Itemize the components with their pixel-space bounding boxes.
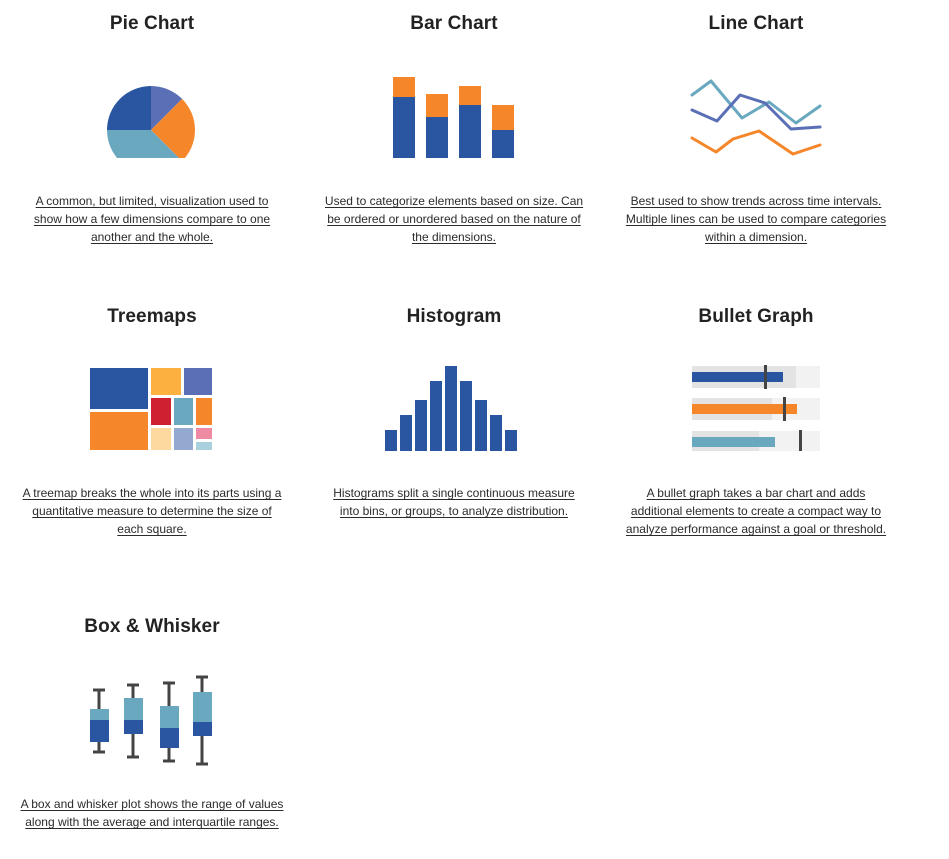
bar-chart-icon [393,77,514,158]
card-title: Box & Whisker [84,616,220,637]
histogram-icon [385,366,517,451]
card-description-link[interactable]: A bullet graph takes a bar chart and add… [625,486,887,536]
card-title: Histogram [406,306,502,327]
line-chart-icon [690,79,822,156]
box-whisker-icon [90,675,212,766]
card-title: Pie Chart [109,13,195,34]
card-description-link[interactable]: Histograms split a single continuous mea… [333,486,575,518]
card-description-link[interactable]: A common, but limited, visualization use… [33,194,271,244]
card-title: Bullet Graph [698,306,814,327]
card-title: Bar Chart [410,13,498,34]
card-description-link[interactable]: A treemap breaks the whole into its part… [22,486,282,536]
card-description-link[interactable]: Used to categorize elements based on siz… [324,194,584,244]
card-description-link[interactable]: Best used to show trends across time int… [625,194,887,244]
card-title: Line Chart [708,13,804,34]
treemap-icon [90,368,212,450]
card-description-link[interactable]: A box and whisker plot shows the range o… [20,797,284,829]
card-title: Treemaps [107,306,197,327]
pie-chart-icon [107,86,195,158]
bullet-graph-icon [692,365,820,451]
